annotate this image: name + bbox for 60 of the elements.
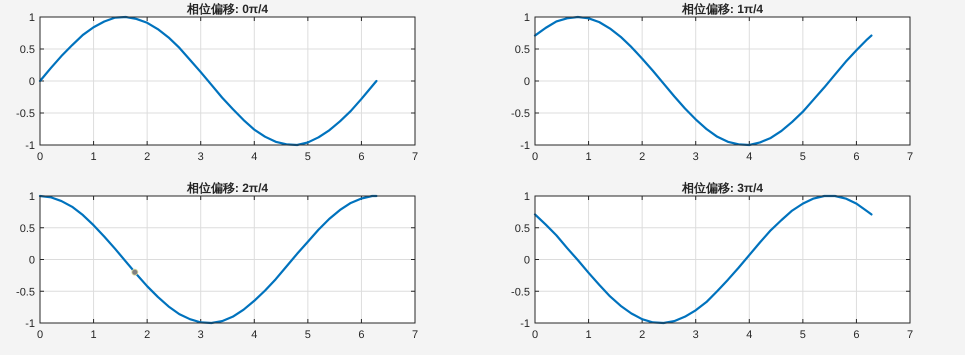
x-tick-label: 1 <box>90 329 97 341</box>
x-tick-label: 7 <box>412 329 418 341</box>
x-tick-label: 0 <box>36 329 44 341</box>
y-tick-label: -0.5 <box>511 108 530 120</box>
line-series <box>534 194 873 324</box>
y-tick-label: 0.5 <box>514 222 530 235</box>
chart-title: 相位偏移: 0π/4 <box>186 2 268 16</box>
x-tick-label: 4 <box>746 329 752 341</box>
y-tick-label: 0 <box>28 76 35 88</box>
x-tick-label: 3 <box>198 329 204 341</box>
line-series <box>534 16 873 146</box>
y-tick-label: -0.5 <box>16 108 35 120</box>
x-tick-label: 0 <box>532 151 538 163</box>
x-tick-label: 2 <box>144 329 150 341</box>
x-tick-label: 5 <box>800 151 806 163</box>
x-tick-label: 4 <box>251 151 258 163</box>
y-tick-label: -0.5 <box>16 286 35 298</box>
y-tick-label: 0 <box>524 254 530 266</box>
y-tick-label: -1 <box>520 318 530 330</box>
y-tick-label: -1 <box>25 318 35 330</box>
x-tick-label: 4 <box>746 151 752 163</box>
x-tick-label: 5 <box>304 329 311 341</box>
x-tick-label: 6 <box>853 151 860 163</box>
x-tick-label: 3 <box>692 151 699 163</box>
x-tick-label: 5 <box>304 151 311 163</box>
y-tick-label: 1 <box>524 191 530 203</box>
x-tick-label: 7 <box>412 151 418 163</box>
y-tick-label: 0.5 <box>514 44 530 56</box>
x-tick-label: 7 <box>906 329 914 341</box>
x-tick-label: 4 <box>251 329 258 341</box>
chart-title: 相位偏移: 3π/4 <box>680 181 764 195</box>
line-series <box>38 194 378 324</box>
x-tick-label: 3 <box>692 329 699 341</box>
x-tick-label: 1 <box>586 151 592 163</box>
x-tick-label: 3 <box>198 151 204 163</box>
y-tick-label: 1 <box>28 191 35 203</box>
x-tick-label: 6 <box>358 151 364 163</box>
y-tick-label: 0.5 <box>20 222 35 235</box>
line-series <box>38 16 378 146</box>
y-tick-label: -0.5 <box>511 286 530 298</box>
y-tick-label: 0.5 <box>20 44 35 56</box>
x-tick-label: 0 <box>36 151 44 163</box>
x-tick-label: 2 <box>639 329 646 341</box>
y-tick-label: 1 <box>28 12 35 24</box>
x-tick-label: 2 <box>639 151 646 163</box>
y-tick-label: 0 <box>524 76 530 88</box>
chart-title: 相位偏移: 1π/4 <box>680 2 764 16</box>
x-tick-label: 7 <box>906 151 914 163</box>
y-tick-label: -1 <box>520 140 530 152</box>
x-tick-label: 2 <box>144 151 150 163</box>
x-tick-label: 0 <box>532 329 538 341</box>
x-tick-label: 6 <box>358 329 364 341</box>
x-tick-label: 1 <box>586 329 592 341</box>
chart-title: 相位偏移: 2π/4 <box>186 181 268 195</box>
x-tick-label: 6 <box>853 329 860 341</box>
x-tick-label: 1 <box>90 151 97 163</box>
y-tick-label: -1 <box>25 140 35 152</box>
x-tick-label: 5 <box>800 329 806 341</box>
y-tick-label: 1 <box>524 12 530 24</box>
y-tick-label: 0 <box>28 254 35 266</box>
